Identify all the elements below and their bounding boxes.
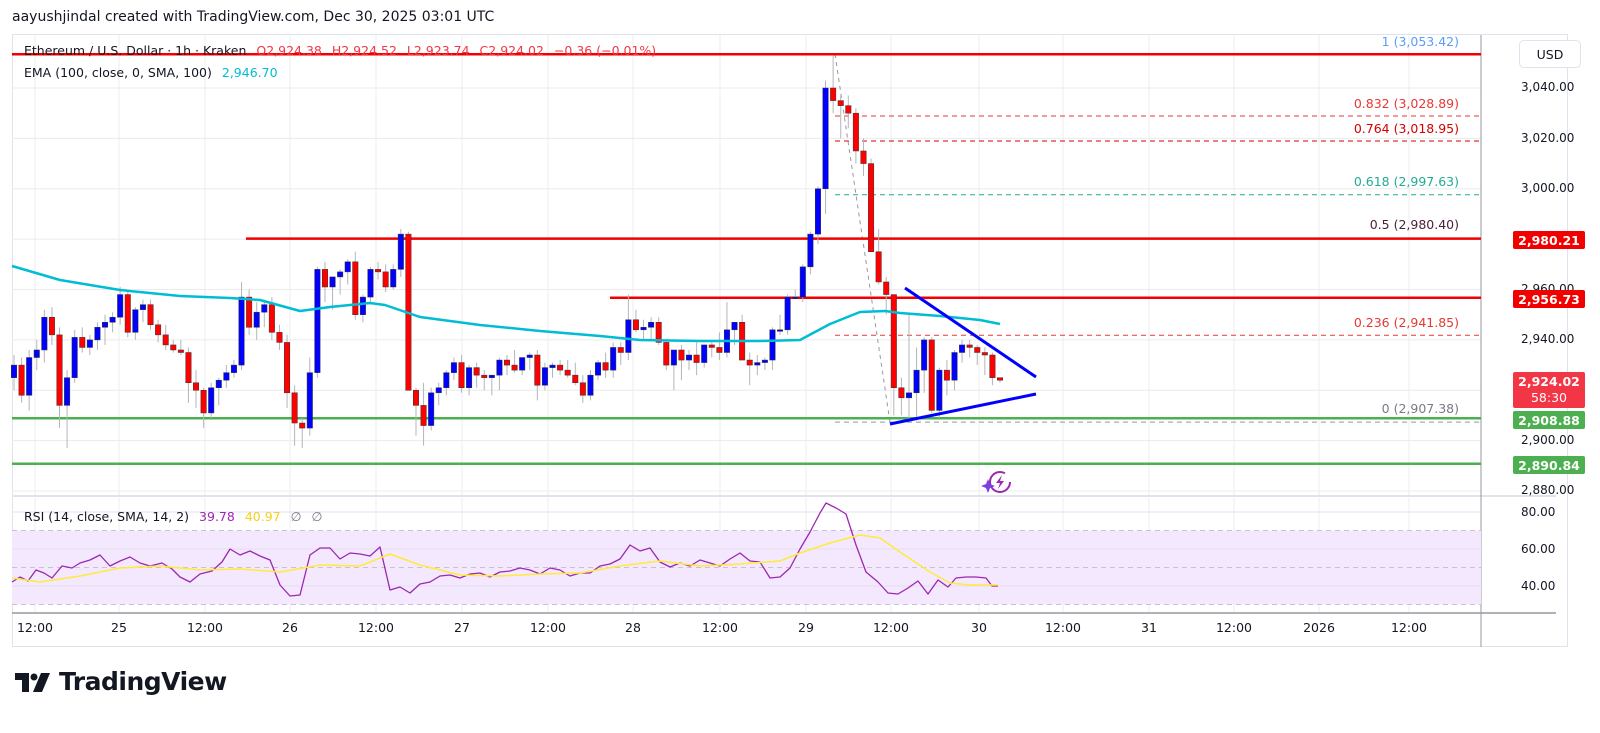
time-tick: 25 bbox=[111, 620, 127, 635]
time-tick: 12:00 bbox=[357, 620, 395, 635]
ema-legend[interactable]: EMA (100, close, 0, SMA, 100) 2,946.70 bbox=[24, 65, 278, 80]
rsi-tick: 80.00 bbox=[1521, 505, 1556, 519]
fib-label-0618: 0.618 (2,997.63) bbox=[1353, 174, 1459, 189]
price-tick: 3,020.00 bbox=[1521, 131, 1575, 145]
price-badge-support-upper: 2,908.88 bbox=[1513, 411, 1585, 429]
fib-label-0832: 0.832 (3,028.89) bbox=[1353, 96, 1459, 111]
price-badge-resistance-lower: 2,956.73 bbox=[1513, 290, 1585, 308]
rsi-tick: 60.00 bbox=[1521, 542, 1556, 556]
price-tick: 2,900.00 bbox=[1521, 433, 1575, 447]
time-tick: 30 bbox=[971, 620, 987, 635]
time-tick: 12:00 bbox=[529, 620, 567, 635]
time-tick: 12:00 bbox=[16, 620, 54, 635]
rsi-value: 39.78 bbox=[199, 509, 235, 524]
rsi-sma-value: 40.97 bbox=[244, 509, 281, 524]
time-tick: 12:00 bbox=[186, 620, 224, 635]
last-price-badge: 2,924.02 58:30 bbox=[1513, 372, 1585, 408]
last-price-value: 2,924.02 bbox=[1518, 374, 1580, 389]
symbol-legend: Ethereum / U.S. Dollar · 1h · Kraken O2,… bbox=[24, 43, 656, 58]
ai-assistant-icon[interactable] bbox=[981, 468, 1015, 502]
rsi-legend[interactable]: RSI (14, close, SMA, 14, 2) 39.78 40.97 … bbox=[24, 509, 322, 524]
time-tick: 28 bbox=[625, 620, 641, 635]
ema-label: EMA (100, close, 0, SMA, 100) bbox=[24, 65, 212, 80]
price-badge-support-lower: 2,890.84 bbox=[1513, 456, 1585, 474]
time-tick: 2026 bbox=[1303, 620, 1335, 635]
tradingview-logo-icon bbox=[15, 672, 50, 692]
time-tick: 12:00 bbox=[872, 620, 910, 635]
tradingview-logo-text: TradingView bbox=[59, 667, 227, 696]
price-tick: 3,000.00 bbox=[1521, 181, 1575, 195]
fib-label-0: 0 (2,907.38) bbox=[1381, 401, 1459, 416]
price-tick: 3,040.00 bbox=[1521, 80, 1575, 94]
bar-countdown: 58:30 bbox=[1530, 390, 1568, 405]
rsi-tick: 40.00 bbox=[1521, 579, 1556, 593]
time-tick: 12:00 bbox=[701, 620, 739, 635]
fib-label-1: 1 (3,053.42) bbox=[1381, 34, 1459, 49]
ema-value: 2,946.70 bbox=[221, 65, 278, 80]
ohlc-low: L2,923.74 bbox=[406, 43, 470, 58]
time-tick: 27 bbox=[454, 620, 470, 635]
fib-label-0764: 0.764 (3,018.95) bbox=[1353, 121, 1459, 136]
rsi-label: RSI (14, close, SMA, 14, 2) bbox=[24, 509, 190, 524]
time-tick: 12:00 bbox=[1215, 620, 1253, 635]
time-tick: 12:00 bbox=[1390, 620, 1428, 635]
fib-label-0236: 0.236 (2,941.85) bbox=[1353, 315, 1459, 330]
ohlc-change: −0.36 (−0.01%) bbox=[553, 43, 657, 58]
symbol-title[interactable]: Ethereum / U.S. Dollar · 1h · Kraken bbox=[24, 43, 247, 58]
time-tick: 12:00 bbox=[1044, 620, 1082, 635]
rsi-extra-2: ∅ bbox=[311, 509, 323, 524]
chart-frame bbox=[12, 34, 1568, 647]
attribution-header: aayushjindal created with TradingView.co… bbox=[12, 9, 495, 25]
rsi-extra-1: ∅ bbox=[290, 509, 302, 524]
ohlc-high: H2,924.52 bbox=[331, 43, 397, 58]
price-badge-resistance-upper: 2,980.21 bbox=[1513, 231, 1585, 249]
price-tick: 2,940.00 bbox=[1521, 332, 1575, 346]
time-tick: 31 bbox=[1141, 620, 1157, 635]
currency-button[interactable]: USD bbox=[1519, 40, 1581, 68]
price-tick: 2,880.00 bbox=[1521, 483, 1575, 497]
time-tick: 26 bbox=[282, 620, 298, 635]
ohlc-open: O2,924.38 bbox=[256, 43, 322, 58]
time-tick: 29 bbox=[798, 620, 814, 635]
fib-label-05: 0.5 (2,980.40) bbox=[1369, 217, 1459, 232]
tradingview-logo[interactable]: TradingView bbox=[15, 667, 227, 696]
ohlc-close: C2,924.02 bbox=[479, 43, 544, 58]
